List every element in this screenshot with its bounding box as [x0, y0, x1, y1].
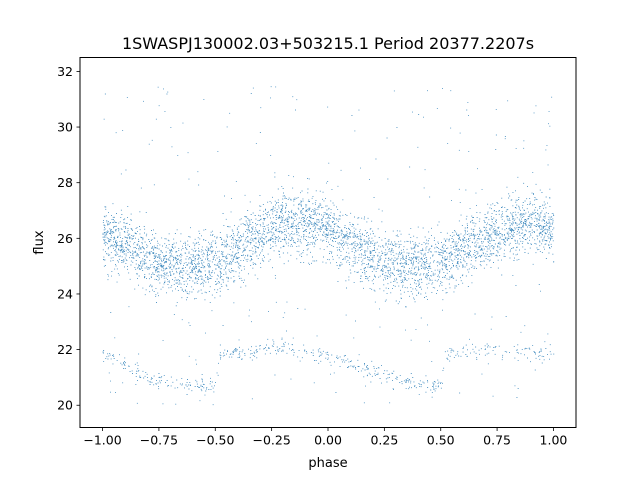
x-axis: −1.00 −0.75 −0.50 −0.25 0.00 0.25 0.50 0.75 1.00	[83, 427, 568, 448]
y-tick-label: 20	[57, 398, 73, 413]
x-tick-label: 0.25	[370, 433, 398, 448]
x-tick-label: 0.00	[314, 433, 342, 448]
x-tick-label: −0.25	[252, 433, 290, 448]
x-axis-label: phase	[308, 456, 347, 471]
y-tick-label: 26	[57, 231, 73, 246]
y-tick-label: 32	[57, 64, 73, 79]
y-axis: 20 22 24 26 28 30 32	[57, 64, 80, 413]
x-tick-label: 1.00	[540, 433, 568, 448]
chart-title: 1SWASPJ130002.03+503215.1 Period 20377.2…	[122, 34, 534, 53]
x-tick-label: −1.00	[83, 433, 121, 448]
x-tick-label: 0.50	[427, 433, 455, 448]
data-points	[102, 86, 555, 406]
y-tick-label: 24	[57, 286, 73, 301]
y-tick-label: 28	[57, 175, 73, 190]
y-tick-label: 22	[57, 342, 73, 357]
x-tick-label: −0.50	[196, 433, 234, 448]
outlier-points	[103, 86, 553, 406]
x-tick-label: 0.75	[483, 433, 511, 448]
y-tick-label: 30	[57, 120, 73, 135]
x-tick-label: −0.75	[140, 433, 178, 448]
series-main-band	[102, 175, 555, 316]
y-axis-label: flux	[32, 230, 47, 254]
series-secondary-band	[102, 338, 555, 398]
